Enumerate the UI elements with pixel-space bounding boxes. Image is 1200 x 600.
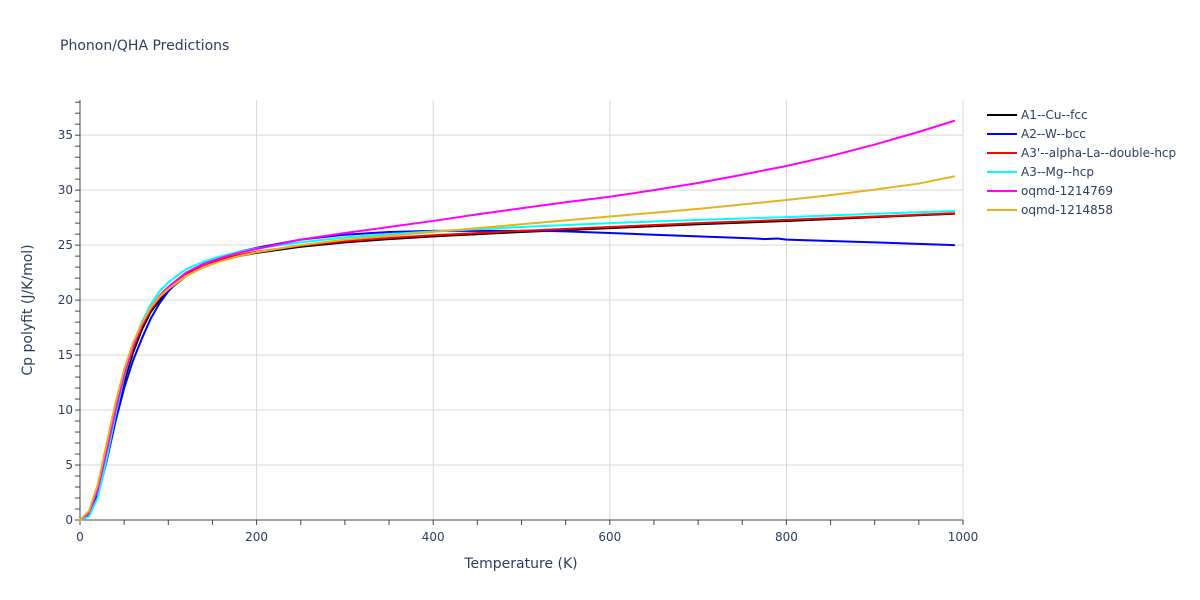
plot-area — [79, 119, 956, 521]
legend-label: A2--W--bcc — [1021, 127, 1086, 141]
y-tick-label: 20 — [58, 293, 73, 307]
legend-item-2[interactable]: A2--W--bcc — [987, 127, 1086, 141]
axes — [75, 100, 964, 525]
legend-item-4[interactable]: A3--Mg--hcp — [987, 165, 1094, 179]
y-tick-label: 10 — [58, 403, 73, 417]
y-tick-label: 15 — [58, 348, 73, 362]
legend-item-5[interactable]: oqmd-1214769 — [987, 184, 1113, 198]
legend-label: A1--Cu--fcc — [1021, 108, 1088, 122]
x-tick-label: 0 — [76, 530, 84, 544]
series-line-5 — [79, 119, 956, 521]
y-tick-label: 0 — [65, 513, 73, 527]
grid — [80, 100, 964, 520]
x-tick-label: 200 — [245, 530, 268, 544]
legend-item-1[interactable]: A1--Cu--fcc — [987, 108, 1088, 122]
legend-item-6[interactable]: oqmd-1214858 — [987, 203, 1113, 217]
series-line-4 — [79, 210, 956, 521]
x-tick-label: 400 — [422, 530, 445, 544]
x-axis-title: Temperature (K) — [463, 556, 577, 572]
series-line-2 — [79, 229, 956, 521]
series-line-6 — [79, 175, 956, 521]
y-tick-label: 5 — [65, 458, 73, 472]
legend-label: oqmd-1214769 — [1021, 184, 1113, 198]
y-tick-label: 35 — [58, 128, 73, 142]
y-axis-title: Cp polyfit (J/K/mol) — [20, 244, 36, 375]
y-tick-label: 25 — [58, 238, 73, 252]
legend-label: A3--Mg--hcp — [1021, 165, 1094, 179]
x-tick-label: 600 — [598, 530, 621, 544]
y-tick-label: 30 — [58, 183, 73, 197]
chart-title: Phonon/QHA Predictions — [60, 38, 229, 54]
tick-labels: 0 200 400 600 800 1000 0 5 10 15 20 25 30 35 — [58, 128, 979, 544]
x-tick-label: 1000 — [948, 530, 979, 544]
legend-label: A3'--alpha-La--double-hcp — [1021, 146, 1176, 160]
legend[interactable]: A1--Cu--fcc A2--W--bcc A3'--alpha-La--doub… — [987, 108, 1176, 217]
legend-label: oqmd-1214858 — [1021, 203, 1113, 217]
legend-item-3[interactable]: A3'--alpha-La--double-hcp — [987, 146, 1176, 160]
x-tick-label: 800 — [775, 530, 798, 544]
